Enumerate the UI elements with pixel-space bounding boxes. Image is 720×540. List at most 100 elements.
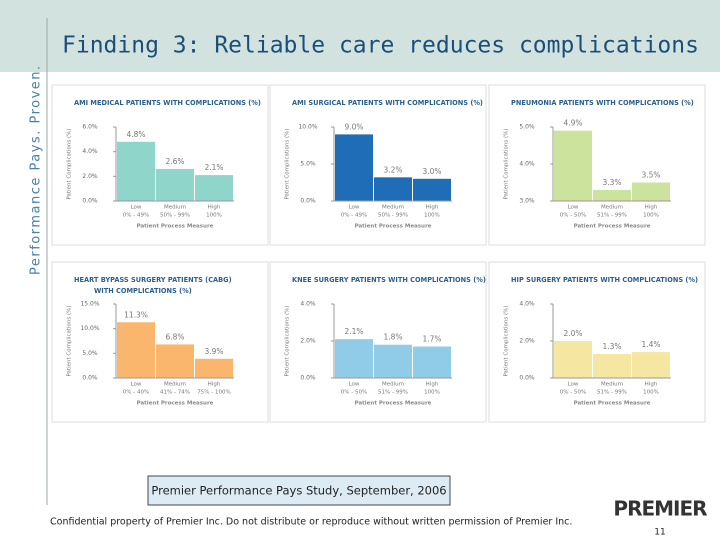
bar	[593, 353, 631, 378]
y-axis-label: Patient Complications (%)	[67, 128, 73, 199]
bar	[195, 175, 233, 201]
panel	[51, 261, 269, 423]
bar	[195, 358, 233, 378]
x-tick-label: Low	[131, 382, 142, 388]
y-tick-label: 4.0%	[519, 301, 535, 308]
caption-box	[147, 475, 451, 506]
x-axis-label: Patient Process Measure	[137, 401, 214, 407]
x-tick-label: Medium	[601, 382, 623, 388]
y-tick-label: 5.0%	[82, 350, 98, 357]
y-tick-label: 2.0%	[82, 173, 98, 180]
x-tick-label: High	[208, 382, 221, 388]
x-axis-label: Patient Process Measure	[574, 224, 651, 230]
bar	[156, 168, 194, 201]
page-number: 11	[654, 528, 665, 538]
y-tick-label: 0.0%	[300, 375, 316, 382]
x-tick-label: 0% - 49%	[341, 213, 367, 219]
x-tick-label: Medium	[382, 205, 404, 211]
chart-title: WITH COMPLICATIONS (%)	[94, 287, 192, 295]
x-tick-label: 100%	[424, 390, 440, 396]
y-axis-label: Patient Complications (%)	[285, 305, 291, 376]
x-axis-label: Patient Process Measure	[355, 224, 432, 230]
y-axis-label: Patient Complications (%)	[67, 305, 73, 376]
side-text: Performance Pays. Proven.	[29, 64, 44, 275]
bar	[554, 130, 592, 201]
x-tick-label: Low	[349, 382, 360, 388]
value-label: 6.8%	[165, 332, 184, 341]
value-label: 3.2%	[383, 165, 402, 174]
x-axis-label: Patient Process Measure	[137, 224, 214, 230]
panel	[51, 84, 269, 246]
x-tick-label: 100%	[643, 390, 659, 396]
y-tick-label: 5.0%	[519, 124, 535, 131]
panel	[488, 84, 706, 246]
chart-title: KNEE SURGERY PATIENTS WITH COMPLICATIONS…	[292, 276, 486, 284]
chart-title: AMI SURGICAL PATIENTS WITH COMPLICATIONS…	[292, 99, 483, 107]
x-tick-label: 100%	[206, 213, 222, 219]
y-axis-label: Patient Complications (%)	[504, 305, 510, 376]
chart-title: PNEUMONIA PATIENTS WITH COMPLICATIONS (%…	[511, 99, 694, 107]
bar	[117, 141, 155, 201]
y-axis-label: Patient Complications (%)	[504, 128, 510, 199]
caption: Premier Performance Pays Study, Septembe…	[151, 484, 446, 498]
value-label: 2.0%	[563, 329, 582, 338]
y-tick-label: 2.0%	[519, 338, 535, 345]
x-tick-label: 0% - 50%	[341, 390, 367, 396]
value-label: 1.7%	[422, 335, 441, 344]
title-band	[0, 0, 720, 72]
bar	[374, 344, 412, 378]
value-label: 1.3%	[602, 342, 621, 351]
footer: Confidential property of Premier Inc. Do…	[50, 517, 572, 528]
bar	[117, 322, 155, 378]
value-label: 2.1%	[204, 163, 223, 172]
logo: PREMIER	[613, 497, 707, 521]
bar	[413, 178, 451, 201]
value-label: 2.1%	[344, 327, 363, 336]
value-label: 3.0%	[422, 167, 441, 176]
x-tick-label: 51% - 99%	[597, 390, 627, 396]
value-label: 3.3%	[602, 178, 621, 187]
y-tick-label: 5.0%	[300, 161, 316, 168]
y-tick-label: 10.0%	[80, 325, 99, 332]
x-tick-label: Medium	[382, 382, 404, 388]
bar	[413, 346, 451, 378]
bar	[632, 182, 670, 201]
bar	[593, 189, 631, 201]
y-tick-label: 15.0%	[80, 301, 99, 308]
value-label: 11.3%	[124, 310, 148, 319]
x-tick-label: High	[645, 205, 658, 211]
x-tick-label: Medium	[601, 205, 623, 211]
bar	[156, 344, 194, 378]
y-tick-label: 4.0%	[300, 301, 316, 308]
x-tick-label: 51% - 99%	[597, 213, 627, 219]
x-tick-label: Low	[349, 205, 360, 211]
chart-title: HEART BYPASS SURGERY PATIENTS (CABG)	[74, 276, 232, 284]
x-tick-label: 41% - 74%	[160, 390, 190, 396]
y-tick-label: 0.0%	[82, 198, 98, 205]
x-tick-label: 75% - 100%	[197, 390, 230, 396]
bar	[632, 352, 670, 378]
x-tick-label: 0% - 49%	[123, 213, 149, 219]
x-tick-label: High	[208, 205, 221, 211]
chart-title: AMI MEDICAL PATIENTS WITH COMPLICATIONS …	[74, 99, 261, 107]
value-label: 3.5%	[641, 171, 660, 180]
x-tick-label: Low	[568, 205, 579, 211]
x-tick-label: 100%	[643, 213, 659, 219]
value-label: 9.0%	[344, 122, 363, 131]
y-tick-label: 3.0%	[519, 198, 535, 205]
x-tick-label: 0% - 50%	[560, 213, 586, 219]
slide-title: Finding 3: Reliable care reduces complic…	[62, 33, 699, 59]
value-label: 3.9%	[204, 347, 223, 356]
x-tick-label: 51% - 99%	[378, 390, 408, 396]
y-tick-label: 0.0%	[300, 198, 316, 205]
bar	[335, 134, 373, 201]
y-tick-label: 4.0%	[82, 148, 98, 155]
x-axis-label: Patient Process Measure	[574, 401, 651, 407]
y-axis-label: Patient Complications (%)	[285, 128, 291, 199]
x-tick-label: 50% - 99%	[378, 213, 408, 219]
x-axis-label: Patient Process Measure	[355, 401, 432, 407]
bar	[374, 177, 412, 201]
x-tick-label: 50% - 99%	[160, 213, 190, 219]
